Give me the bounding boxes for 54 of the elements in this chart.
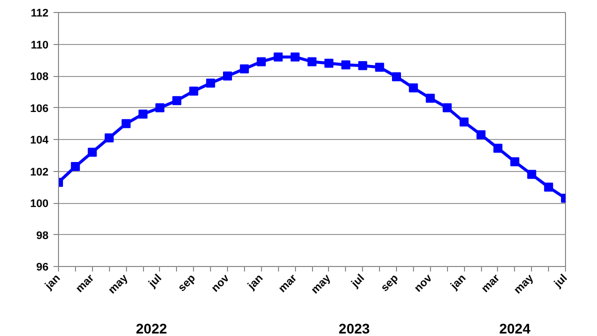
point [256,57,266,66]
point [70,162,80,171]
x-tick-label: sep [378,272,401,294]
point [206,78,216,88]
point [223,72,232,80]
point [274,52,283,62]
point [544,182,554,192]
x-tick-label: jul [146,272,164,291]
x-tick-label: nov [412,272,436,295]
x-tick-label: mar [276,272,300,296]
x-tick-label: jul [348,272,367,291]
x-tick-label: mar [74,272,98,296]
x-tick-label: sep [176,272,198,294]
point [308,57,316,66]
point [138,110,148,119]
point [324,58,334,68]
point [240,64,249,74]
point [189,86,198,96]
x-tick-label: jan [42,272,63,293]
x-tick-label: jul [551,272,570,291]
point [408,83,418,92]
point [426,94,435,103]
x-tick-label: jan [245,272,266,293]
y-tick-label: 106 [30,102,49,115]
point [510,157,520,166]
point [493,144,502,153]
point [460,118,469,127]
y-tick-label: 102 [30,166,49,178]
text: 2022 [136,320,168,336]
y-tick-label: 110 [30,39,49,52]
y-tick-label: 100 [30,198,49,210]
text: 2023 [338,320,370,336]
x-tick-label: mar [479,272,503,296]
point [290,52,300,62]
point [442,103,452,112]
point [104,133,114,142]
point [392,72,401,82]
point [155,103,164,112]
y-tick-label: 96 [36,262,49,274]
y-tick-label: 98 [36,230,49,242]
point [172,96,182,106]
point [341,60,350,70]
y-tick-label: 112 [30,8,49,20]
point [358,61,368,70]
y-tick-label: 104 [30,134,50,146]
x-tick-label: nov [209,272,232,295]
point [122,119,131,128]
point [476,130,486,140]
point [375,62,384,72]
x-tick-label: jan [448,272,469,293]
point [88,148,97,157]
y-tick-label: 108 [30,71,49,83]
text: 2024 [499,320,531,336]
point [527,170,536,179]
